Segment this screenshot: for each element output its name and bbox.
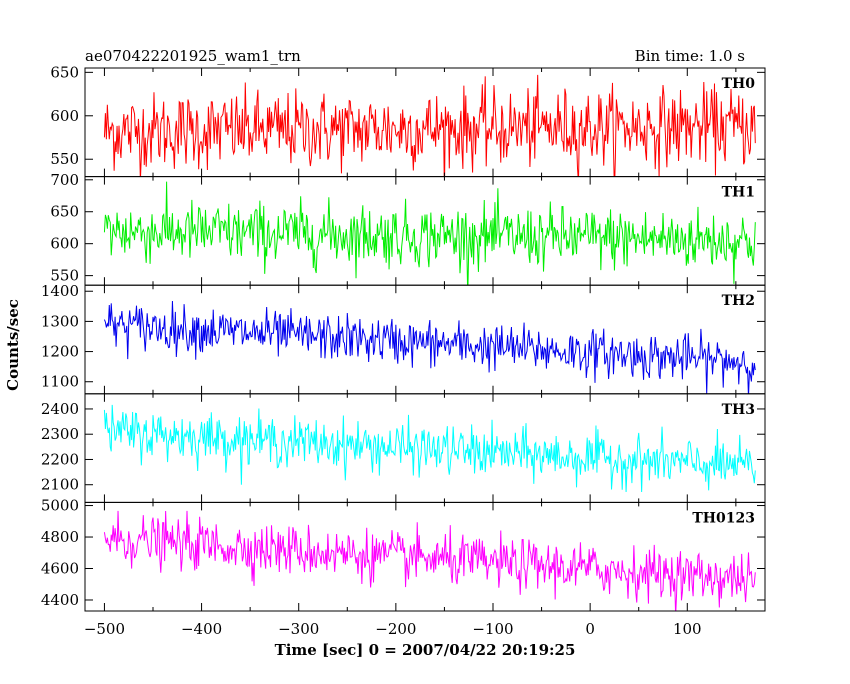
panel-frame — [84, 176, 766, 286]
x-tick-label: −500 — [84, 620, 125, 638]
panel-label-th0: TH0 — [722, 76, 756, 92]
panel-label-th0123: TH0123 — [692, 510, 755, 526]
x-axis: −500 −400 −300 −200 −100 0 100 — [84, 620, 702, 638]
y-axis-label: Counts/sec — [4, 299, 22, 391]
x-tick-label: 100 — [673, 620, 702, 638]
y-tick-label: 600 — [50, 107, 79, 125]
y-tick-label: 600 — [50, 235, 79, 253]
y-tick-label: 550 — [50, 150, 79, 168]
panel-label-th3: TH3 — [722, 402, 755, 418]
panel-label-th2: TH2 — [722, 293, 755, 309]
panel-th2: 1100 1200 1300 1400 TH2 — [41, 282, 766, 395]
y-tick-label: 4400 — [41, 591, 79, 609]
series-line-th0123 — [103, 510, 756, 611]
x-tick-label: −400 — [181, 620, 222, 638]
series-line-th3 — [103, 404, 756, 493]
x-tick-label: −300 — [278, 620, 319, 638]
panel-label-th1: TH1 — [722, 185, 755, 201]
y-tick-label: 4800 — [41, 528, 79, 546]
y-tick-label: 5000 — [41, 497, 79, 515]
x-axis-label: Time [sec] 0 = 2007/04/22 20:19:25 — [275, 641, 576, 659]
y-tick-label: 550 — [50, 267, 79, 285]
bin-time-label: Bin time: 1.0 s — [635, 47, 745, 65]
series-line-th2 — [103, 300, 756, 394]
series-line-th1 — [103, 181, 756, 286]
series-line-th0 — [103, 74, 756, 177]
y-tick-label: 4600 — [41, 560, 79, 578]
y-tick-label: 2300 — [41, 425, 79, 443]
panel-th3: 2100 2200 2300 2400 TH3 — [41, 393, 766, 503]
panel-th0123: 4400 4600 4800 5000 TH0123 — [41, 497, 766, 612]
y-tick-label: 1300 — [41, 312, 79, 330]
x-tick-label: 0 — [585, 620, 595, 638]
y-tick-label: 1100 — [41, 373, 79, 391]
x-tick-label: −100 — [472, 620, 513, 638]
panel-th0: 550 600 650 TH0 — [50, 63, 766, 178]
y-tick-label: 1400 — [41, 282, 79, 300]
y-tick-label: 2200 — [41, 450, 79, 468]
y-tick-label: 650 — [50, 203, 79, 221]
chart-title: ae070422201925_wam1_trn — [85, 47, 301, 65]
x-tick-label: −200 — [375, 620, 416, 638]
y-tick-label: 1200 — [41, 343, 79, 361]
y-tick-label: 2100 — [41, 476, 79, 494]
panel-frame — [84, 501, 766, 612]
y-tick-label: 700 — [50, 171, 79, 189]
y-tick-label: 2400 — [41, 400, 79, 418]
panel-th1: 550 600 650 700 TH1 — [50, 171, 766, 286]
y-tick-label: 650 — [50, 63, 79, 81]
panels-group: 550600650TH0550600650700TH11100120013001… — [41, 63, 766, 612]
